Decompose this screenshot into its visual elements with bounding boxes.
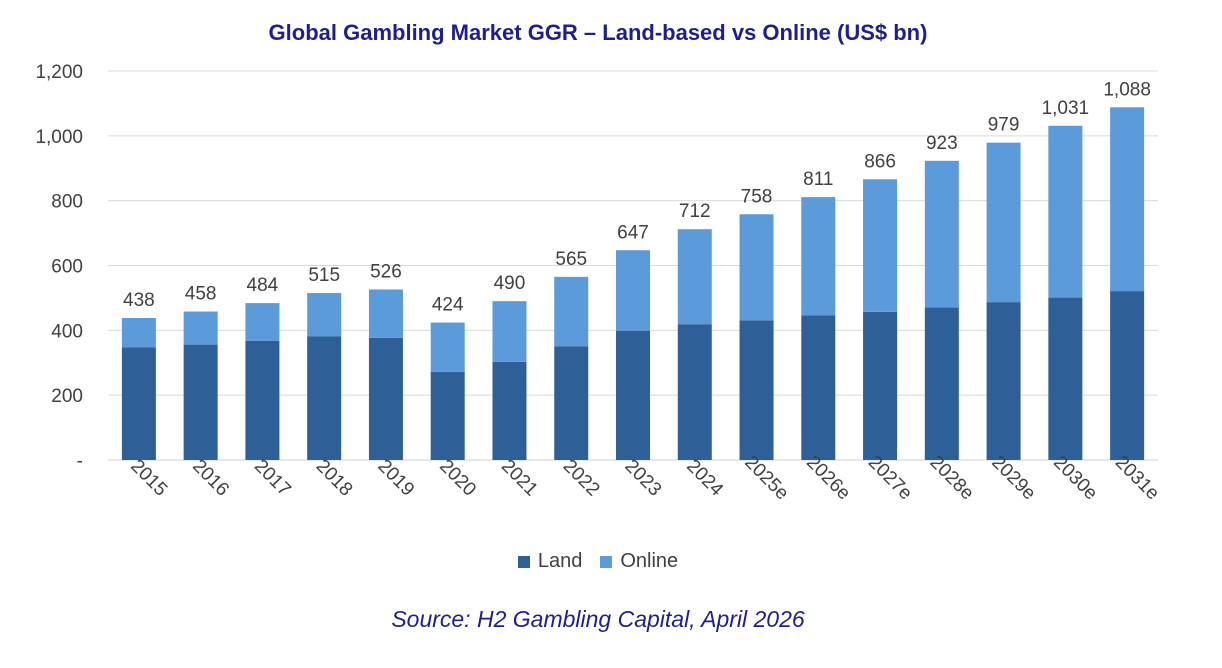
chart-plot: - 200 400 600 800 1,000 1,200 438 2015 458 2016 484… (35, 62, 1163, 504)
legend-label-online: Online (620, 550, 679, 572)
bar-online (616, 250, 650, 331)
bar-online (924, 160, 959, 308)
bar-land (801, 315, 836, 460)
x-tick-label: 2020 (435, 456, 480, 501)
bar-online (986, 142, 1021, 303)
total-label: 758 (741, 186, 773, 207)
bar-online (492, 301, 527, 362)
bar-land (677, 324, 712, 460)
source-note: Source: H2 Gambling Capital, April 2026 (391, 606, 805, 632)
bar-land (1048, 297, 1083, 460)
bar-land (245, 340, 280, 460)
bar-online (121, 318, 156, 348)
total-label: 979 (988, 115, 1020, 136)
y-tick-label: 1,200 (35, 62, 83, 83)
total-label: 515 (308, 265, 340, 286)
x-tick-label: 2023 (621, 456, 666, 501)
bar-land (368, 337, 403, 460)
chart-legend: Land Online (0, 550, 1196, 573)
total-label: 1,031 (1042, 98, 1090, 119)
legend-swatch-land (517, 555, 530, 568)
bar-online (430, 322, 465, 372)
total-label: 712 (679, 201, 711, 222)
chart-title: Global Gambling Market GGR – Land-based … (268, 20, 928, 45)
legend-swatch-online (600, 555, 613, 568)
bar-land (924, 307, 959, 460)
total-label: 490 (494, 273, 526, 294)
y-tick-label: 1,000 (35, 127, 83, 148)
x-tick-label: 2021 (497, 456, 542, 501)
y-tick-label: 400 (51, 321, 83, 342)
bar-online (307, 293, 342, 337)
y-tick-label: - (77, 451, 83, 472)
bar-land (616, 330, 650, 460)
bar-online (677, 229, 712, 325)
total-label: 438 (123, 290, 155, 311)
bar-online (1048, 125, 1083, 298)
bar-online (1110, 107, 1145, 292)
bar-online (863, 179, 898, 312)
total-label: 526 (370, 261, 402, 282)
bar-online (245, 303, 280, 341)
x-tick-label: 2019 (373, 456, 418, 501)
total-label: 923 (926, 133, 958, 154)
legend-label-land: Land (537, 550, 583, 572)
bar-land (492, 361, 527, 460)
bar-land (986, 302, 1021, 460)
x-tick-label: 2015 (126, 456, 171, 501)
bar-online (554, 276, 589, 347)
total-label: 811 (803, 169, 833, 190)
bar-online (368, 289, 403, 338)
total-label: 565 (555, 249, 587, 270)
x-tick-label: 2016 (188, 456, 233, 501)
bar-online (739, 214, 774, 321)
bar-land (121, 347, 156, 460)
total-label: 484 (247, 275, 279, 296)
bar-land (1110, 291, 1145, 460)
bar-land (739, 320, 774, 460)
x-tick-label: 2024 (682, 456, 727, 501)
legend-item-online: Online (600, 550, 678, 573)
x-tick-label: 2022 (559, 456, 604, 501)
bar-land (863, 311, 898, 460)
bar-land (554, 346, 589, 460)
x-tick-label: 2017 (250, 456, 295, 501)
total-label: 866 (864, 151, 896, 172)
total-label: 458 (185, 284, 217, 305)
bar-online (183, 311, 218, 345)
y-tick-label: 800 (51, 192, 83, 213)
bar-land (430, 371, 465, 460)
bar-land (183, 344, 218, 460)
bar-land (307, 336, 342, 460)
legend-item-land: Land (517, 550, 583, 573)
x-tick-label: 2018 (312, 456, 357, 501)
total-label: 1,088 (1103, 79, 1151, 100)
y-tick-label: 200 (51, 386, 83, 407)
total-label: 647 (617, 222, 649, 243)
y-tick-label: 600 (51, 257, 83, 278)
bar-online (801, 197, 836, 316)
total-label: 424 (432, 295, 464, 316)
